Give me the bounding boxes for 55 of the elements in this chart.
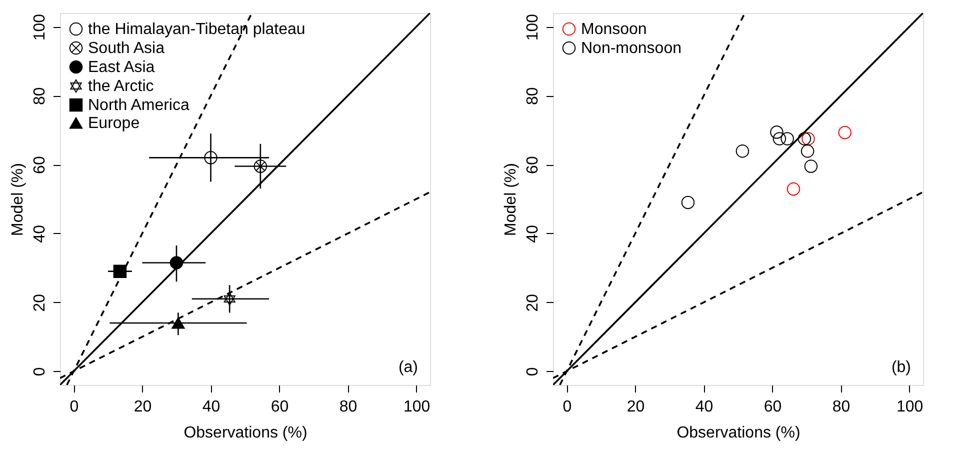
x-tick-label: 100: [403, 398, 430, 416]
y-tick-label: 0: [524, 367, 542, 376]
y-tick-label: 20: [524, 294, 542, 312]
legend-label: North America: [88, 97, 190, 114]
point: [172, 317, 185, 329]
x-tick-label: 100: [896, 398, 924, 416]
legend-label: South Asia: [88, 40, 165, 57]
y-tick-label: 20: [32, 294, 48, 312]
point: [681, 196, 695, 210]
point: [170, 256, 184, 270]
legend-label: East Asia: [88, 59, 155, 76]
x-tick-label: 80: [832, 398, 850, 416]
annotation: (a): [398, 359, 418, 376]
x-tick-label: 40: [202, 398, 220, 416]
point: [224, 292, 236, 306]
x-tick-label: 20: [626, 398, 645, 416]
y-tick-label: 100: [32, 14, 48, 41]
x-tick-label: 80: [339, 398, 358, 416]
legend-label: the Himalayan-Tibetan plateau: [88, 21, 306, 38]
x-axis-title: Observations (%): [184, 424, 308, 442]
y-tick-label: 100: [524, 14, 542, 41]
legend-label: Non-monsoon: [581, 40, 682, 57]
y-tick-label: 80: [32, 87, 48, 106]
y-tick-label: 40: [32, 224, 48, 243]
point: [786, 182, 800, 196]
point: [838, 126, 852, 140]
point: [780, 132, 794, 146]
point: [770, 126, 784, 139]
point: [254, 160, 268, 173]
point: [736, 144, 750, 158]
point: [804, 160, 818, 173]
x-tick-label: 40: [695, 398, 714, 416]
legend-label: Monsoon: [581, 21, 647, 38]
x-tick-label: 60: [270, 398, 289, 416]
y-tick-label: 80: [524, 87, 542, 106]
y-tick-label: 60: [524, 156, 542, 174]
y-tick-label: 60: [32, 156, 48, 174]
legend-label: Europe: [88, 115, 140, 132]
x-axis-title: Observations (%): [676, 424, 800, 442]
point: [772, 132, 786, 146]
point: [802, 132, 815, 146]
point: [204, 151, 218, 164]
x-tick-label: 0: [562, 398, 572, 416]
point: [113, 264, 127, 278]
y-axis-title: Model (%): [10, 163, 26, 236]
x-tick-label: 60: [764, 398, 782, 416]
annotation: (b): [891, 359, 911, 376]
point: [798, 132, 812, 146]
legend-label: the Arctic: [88, 78, 154, 95]
x-tick-label: 20: [134, 398, 152, 416]
y-axis-title: Model (%): [502, 163, 520, 236]
point: [800, 144, 814, 158]
y-tick-label: 0: [32, 367, 48, 376]
y-tick-label: 40: [524, 224, 542, 243]
x-tick-label: 0: [70, 398, 79, 416]
